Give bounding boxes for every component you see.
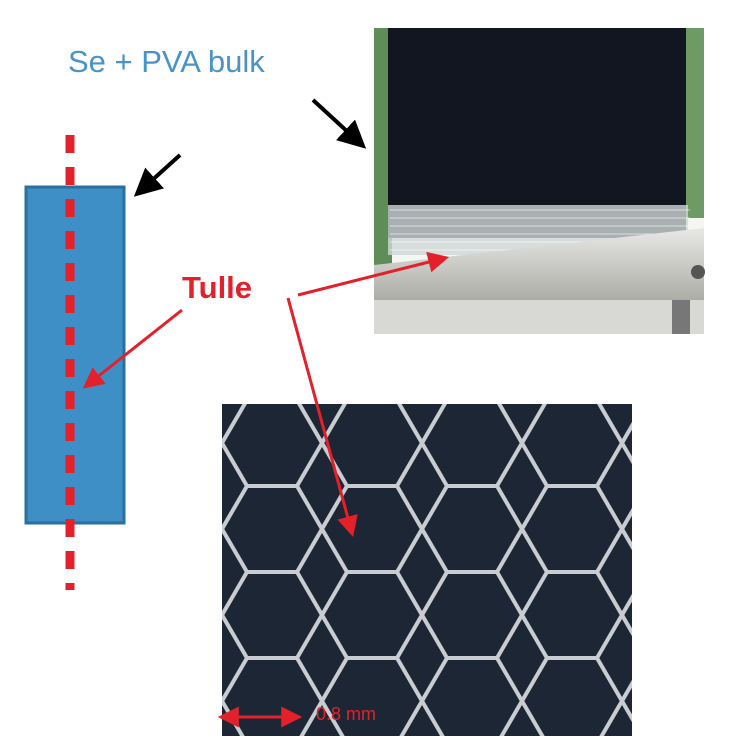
red-arrow-to-top-photo — [297, 251, 450, 297]
top-photo — [374, 28, 705, 334]
red-arrow-to-mesh — [286, 297, 358, 538]
black-arrow-bulk-schematic — [133, 153, 182, 197]
tulle-label: Tulle — [182, 270, 253, 305]
bulk-rectangle — [24, 185, 126, 525]
bottom-photo — [222, 404, 632, 736]
black-arrow-bulk-photo — [311, 98, 367, 149]
scale-label: 0.8 mm — [316, 704, 377, 724]
red-arrow-to-schematic — [82, 308, 183, 389]
bulk-label: Se + PVA bulk — [68, 44, 265, 79]
